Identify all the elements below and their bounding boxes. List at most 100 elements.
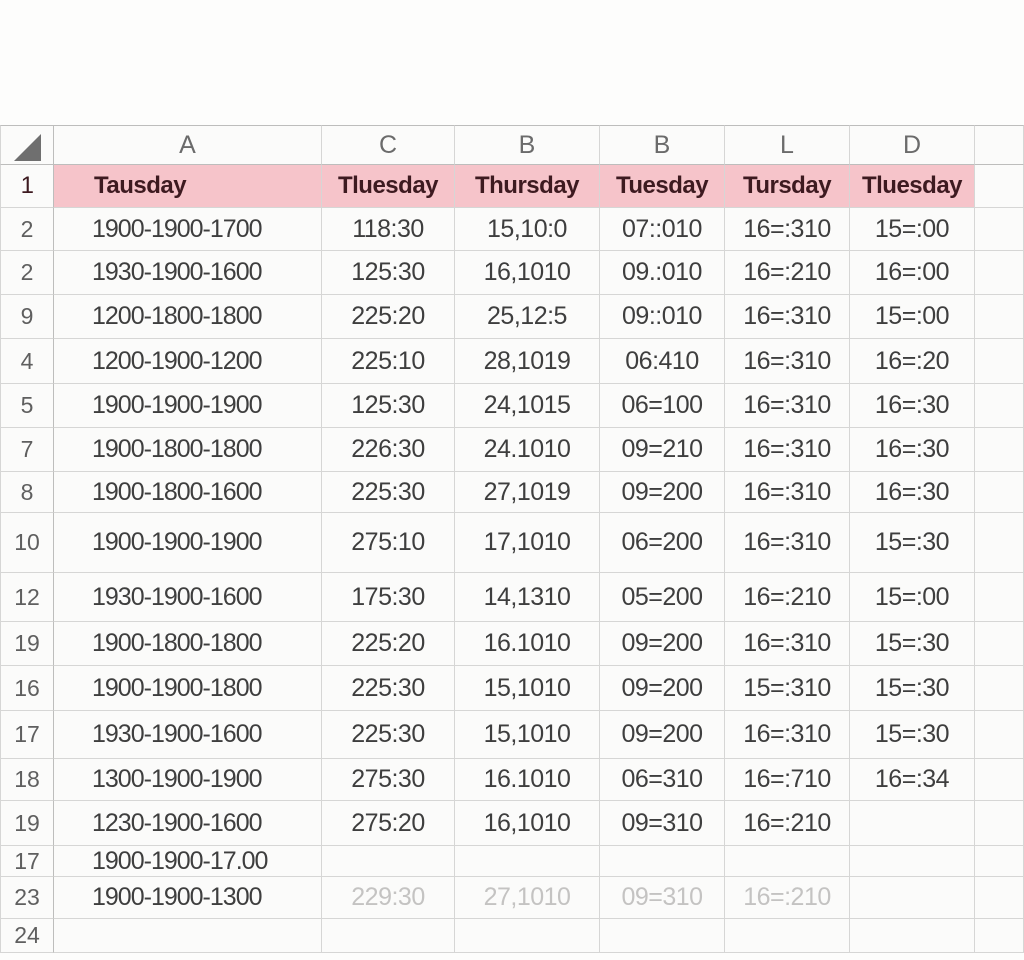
table-cell[interactable]: 09=310: [600, 801, 725, 846]
row-label[interactable]: 1: [0, 165, 54, 208]
table-cell[interactable]: 229:30: [322, 877, 455, 919]
table-cell[interactable]: 16=:210: [725, 877, 850, 919]
table-cell[interactable]: 16=:310: [725, 711, 850, 759]
table-cell[interactable]: 07::010: [600, 208, 725, 251]
table-cell[interactable]: 16=:30: [850, 428, 975, 472]
table-cell[interactable]: 175:30: [322, 573, 455, 622]
table-cell[interactable]: 16.1010: [455, 759, 600, 801]
row-label[interactable]: 2: [0, 251, 54, 295]
table-cell[interactable]: 225:10: [322, 339, 455, 384]
table-cell[interactable]: [850, 846, 975, 877]
table-cell[interactable]: [322, 919, 455, 953]
table-cell[interactable]: 16,1010: [455, 801, 600, 846]
row-label[interactable]: 24: [0, 919, 54, 953]
table-cell[interactable]: [975, 251, 1024, 295]
table-cell[interactable]: 09=310: [600, 877, 725, 919]
table-cell[interactable]: 1230-1900-1600: [54, 801, 322, 846]
table-cell[interactable]: 1900-1900-1900: [54, 513, 322, 573]
row-label[interactable]: 12: [0, 573, 54, 622]
table-cell[interactable]: 225:20: [322, 622, 455, 666]
table-cell[interactable]: 16=:20: [850, 339, 975, 384]
row-label[interactable]: 16: [0, 666, 54, 711]
table-cell[interactable]: [322, 846, 455, 877]
table-cell[interactable]: [54, 919, 322, 953]
table-cell[interactable]: 16.1010: [455, 622, 600, 666]
row-label[interactable]: 17: [0, 846, 54, 877]
table-cell[interactable]: 15=:00: [850, 295, 975, 339]
day-header-cell[interactable]: Tluesday: [322, 165, 455, 208]
table-cell[interactable]: [850, 801, 975, 846]
table-cell[interactable]: 16=:30: [850, 384, 975, 428]
table-cell[interactable]: [455, 846, 600, 877]
table-cell[interactable]: 226:30: [322, 428, 455, 472]
table-cell[interactable]: 1900-1800-1800: [54, 428, 322, 472]
column-header-blank[interactable]: [975, 125, 1024, 165]
table-cell[interactable]: 17,1010: [455, 513, 600, 573]
table-cell[interactable]: [850, 919, 975, 953]
day-header-cell[interactable]: Tluesday: [850, 165, 975, 208]
table-cell[interactable]: [975, 573, 1024, 622]
table-cell[interactable]: 16=:310: [725, 208, 850, 251]
table-cell[interactable]: [975, 295, 1024, 339]
table-cell[interactable]: 16=:310: [725, 384, 850, 428]
row-label[interactable]: 23: [0, 877, 54, 919]
table-cell[interactable]: [975, 622, 1024, 666]
table-cell[interactable]: 06:410: [600, 339, 725, 384]
table-cell[interactable]: [975, 384, 1024, 428]
column-header-C[interactable]: C: [322, 125, 455, 165]
table-cell[interactable]: 1900-1900-1700: [54, 208, 322, 251]
table-cell[interactable]: 15=:310: [725, 666, 850, 711]
table-cell[interactable]: [975, 339, 1024, 384]
column-header-A[interactable]: A: [54, 125, 322, 165]
table-cell[interactable]: 16=:310: [725, 339, 850, 384]
table-cell[interactable]: 1930-1900-1600: [54, 251, 322, 295]
table-cell[interactable]: 15=:30: [850, 622, 975, 666]
table-cell[interactable]: 16=:210: [725, 573, 850, 622]
table-cell[interactable]: [600, 919, 725, 953]
table-cell[interactable]: 24.1010: [455, 428, 600, 472]
day-header-cell[interactable]: [975, 165, 1024, 208]
table-cell[interactable]: 225:30: [322, 711, 455, 759]
table-cell[interactable]: 225:30: [322, 666, 455, 711]
table-cell[interactable]: 05=200: [600, 573, 725, 622]
table-cell[interactable]: 09=200: [600, 666, 725, 711]
row-label[interactable]: 2: [0, 208, 54, 251]
table-cell[interactable]: 09=210: [600, 428, 725, 472]
row-label[interactable]: 7: [0, 428, 54, 472]
table-cell[interactable]: 16=:310: [725, 428, 850, 472]
table-cell[interactable]: 1300-1900-1900: [54, 759, 322, 801]
table-cell[interactable]: [975, 472, 1024, 513]
table-cell[interactable]: [975, 513, 1024, 573]
day-header-cell[interactable]: Tuesday: [600, 165, 725, 208]
row-label[interactable]: 17: [0, 711, 54, 759]
table-cell[interactable]: 16=:34: [850, 759, 975, 801]
table-cell[interactable]: 15=:00: [850, 208, 975, 251]
table-cell[interactable]: 15=:30: [850, 711, 975, 759]
table-cell[interactable]: 125:30: [322, 384, 455, 428]
table-cell[interactable]: [725, 846, 850, 877]
table-cell[interactable]: 1900-1900-1300: [54, 877, 322, 919]
table-cell[interactable]: 16=:30: [850, 472, 975, 513]
table-cell[interactable]: [850, 877, 975, 919]
select-all-corner[interactable]: [0, 125, 54, 165]
table-cell[interactable]: 1900-1900-1800: [54, 666, 322, 711]
table-cell[interactable]: 16=:310: [725, 295, 850, 339]
table-cell[interactable]: 15,1010: [455, 666, 600, 711]
table-cell[interactable]: 28,1019: [455, 339, 600, 384]
table-cell[interactable]: 1200-1800-1800: [54, 295, 322, 339]
table-cell[interactable]: 09=200: [600, 711, 725, 759]
day-header-cell[interactable]: Tausday: [54, 165, 322, 208]
table-cell[interactable]: 16=:310: [725, 513, 850, 573]
table-cell[interactable]: 06=100: [600, 384, 725, 428]
table-cell[interactable]: 125:30: [322, 251, 455, 295]
table-cell[interactable]: 16=:710: [725, 759, 850, 801]
table-cell[interactable]: [975, 919, 1024, 953]
table-cell[interactable]: 16,1010: [455, 251, 600, 295]
table-cell[interactable]: [975, 759, 1024, 801]
table-cell[interactable]: 1900-1800-1800: [54, 622, 322, 666]
column-header-B[interactable]: B: [600, 125, 725, 165]
table-cell[interactable]: 16=:210: [725, 801, 850, 846]
row-label[interactable]: 18: [0, 759, 54, 801]
table-cell[interactable]: 225:20: [322, 295, 455, 339]
table-cell[interactable]: 09=200: [600, 622, 725, 666]
